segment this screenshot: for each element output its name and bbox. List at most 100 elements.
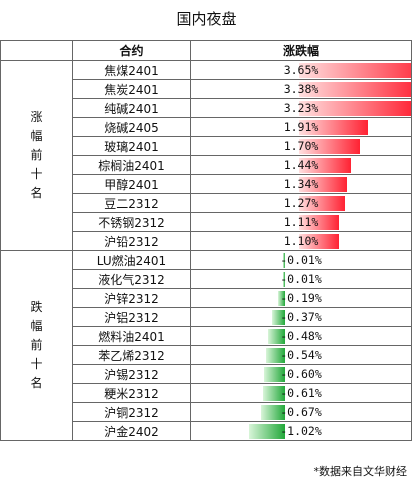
table-row: 粳米2312 -0.61% <box>1 383 412 403</box>
contract-name: 豆二2312 <box>72 193 191 213</box>
loss-bar <box>249 424 285 439</box>
contract-name: 烧碱2405 <box>72 117 191 137</box>
loss-bar <box>261 405 285 420</box>
table-row: 涨幅前十名焦煤2401 3.65% <box>0 60 412 251</box>
contract-name: 沪锡2312 <box>72 364 191 384</box>
change-value: 1.70% <box>283 139 319 153</box>
contract-name: 沪金2402 <box>72 421 191 441</box>
table-row: 液化气2312 -0.01% <box>1 269 412 289</box>
change-value: -0.19% <box>280 291 322 305</box>
change-cell: -0.54% <box>190 345 412 365</box>
change-value: -0.60% <box>280 367 322 381</box>
change-cell: 1.44% <box>190 155 412 175</box>
contract-name: 焦炭2401 <box>72 79 191 99</box>
table-row: 棕榈油2401 1.44% <box>1 155 412 175</box>
change-value: -0.01% <box>280 253 322 267</box>
contract-name: 燃料油2401 <box>72 326 191 346</box>
table-row: 燃料油2401 -0.48% <box>1 326 412 346</box>
change-value: 1.34% <box>283 177 319 191</box>
loss-bar <box>278 291 285 306</box>
change-value: 3.65% <box>283 63 319 77</box>
loss-bar <box>283 253 285 268</box>
change-value: 1.10% <box>283 234 319 248</box>
table-row: 沪铜2312 -0.67% <box>1 402 412 422</box>
loss-bar <box>263 386 285 401</box>
change-cell: 1.10% <box>190 231 412 251</box>
change-value: -0.37% <box>280 310 322 324</box>
gain-bar <box>299 120 368 135</box>
contract-name: 棕榈油2401 <box>72 155 191 175</box>
table-row: 甲醇2401 1.34% <box>1 174 412 194</box>
gain-bar <box>299 215 339 230</box>
contract-name: 粳米2312 <box>72 383 191 403</box>
table-row: 豆二2312 1.27% <box>1 193 412 213</box>
change-value: -0.54% <box>280 348 322 362</box>
change-cell: 3.23% <box>190 98 412 118</box>
table-row: 玻璃2401 1.70% <box>1 136 412 156</box>
gain-bar <box>299 234 339 249</box>
loss-bar <box>268 329 285 344</box>
change-value: -0.67% <box>280 405 322 419</box>
contract-name: 沪铅2312 <box>72 231 191 251</box>
header-blank <box>0 40 73 61</box>
gain-bar <box>299 63 411 78</box>
loss-bar <box>271 310 285 325</box>
change-cell: -0.60% <box>190 364 412 384</box>
source-note: *数据来自文华财经 <box>313 465 408 478</box>
change-cell: 1.70% <box>190 136 412 156</box>
contract-name: 苯乙烯2312 <box>72 345 191 365</box>
change-value: 3.23% <box>283 101 319 115</box>
contract-name: 玻璃2401 <box>72 136 191 156</box>
change-cell: 3.65% <box>190 60 412 80</box>
change-cell: 1.11% <box>190 212 412 232</box>
losers-group-label: 跌幅前十名 <box>0 250 73 441</box>
contract-name: LU燃油2401 <box>72 250 191 270</box>
change-cell: 3.38% <box>190 79 412 99</box>
contract-name: 液化气2312 <box>72 269 191 289</box>
change-value: -0.48% <box>280 329 322 343</box>
change-value: 1.91% <box>283 120 319 134</box>
change-cell: -1.02% <box>190 421 412 441</box>
table-row: 沪锡2312 -0.60% <box>1 364 412 384</box>
header-change: 涨跌幅 <box>190 40 412 61</box>
table-row: 沪铅2312 1.10% <box>1 231 412 251</box>
change-value: 3.38% <box>283 82 319 96</box>
loss-bar <box>265 348 285 363</box>
change-cell: 1.91% <box>190 117 412 137</box>
contract-name: 纯碱2401 <box>72 98 191 118</box>
gain-bar <box>299 158 351 173</box>
header-row: 合约 涨跌幅 <box>0 40 412 61</box>
table-row: 沪锌2312 -0.19% <box>1 288 412 308</box>
header-contract: 合约 <box>72 40 191 61</box>
change-cell: -0.61% <box>190 383 412 403</box>
gain-bar <box>299 139 361 154</box>
contract-name: 沪铝2312 <box>72 307 191 327</box>
contract-name: 不锈钢2312 <box>72 212 191 232</box>
change-cell: -0.48% <box>190 326 412 346</box>
contract-name: 沪铜2312 <box>72 402 191 422</box>
contract-name: 沪锌2312 <box>72 288 191 308</box>
gain-bar <box>299 82 411 97</box>
change-value: -0.61% <box>280 386 322 400</box>
change-cell: 1.27% <box>190 193 412 213</box>
gain-bar <box>299 101 411 116</box>
gain-bar <box>299 196 345 211</box>
contract-name: 焦煤2401 <box>72 60 191 80</box>
change-cell: -0.01% <box>190 269 412 289</box>
change-value: 1.27% <box>283 196 319 210</box>
change-value: -0.01% <box>280 272 322 286</box>
change-value: 1.11% <box>283 215 319 229</box>
change-cell: -0.37% <box>190 307 412 327</box>
loss-bar <box>263 367 285 382</box>
change-cell: 1.34% <box>190 174 412 194</box>
table-row: 焦炭2401 3.38% <box>1 79 412 99</box>
change-value: -1.02% <box>280 424 322 438</box>
loss-bar <box>283 272 285 287</box>
page-title: 国内夜盘 <box>176 10 237 28</box>
change-cell: -0.01% <box>190 250 412 270</box>
night-session-table: 合约 涨跌幅 涨幅前十名焦煤2401 3.65% 焦炭2401 3.38% 纯碱2401… <box>0 40 412 441</box>
table-row: 跌幅前十名 LU燃油2401 -0.01% <box>0 250 412 441</box>
change-cell: -0.19% <box>190 288 412 308</box>
contract-name: 甲醇2401 <box>72 174 191 194</box>
gainers-group-label: 涨幅前十名 <box>0 60 73 251</box>
